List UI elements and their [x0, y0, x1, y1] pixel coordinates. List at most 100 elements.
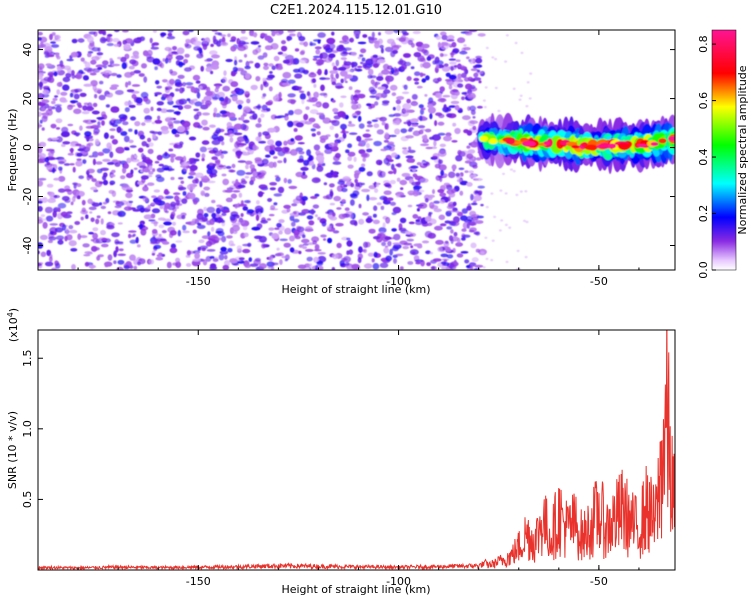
- heatmap-noise-cell: [151, 121, 156, 125]
- heatmap-noise-cell: [524, 190, 528, 193]
- heatmap-noise-cell: [321, 221, 327, 227]
- heatmap-noise-cell: [50, 41, 56, 44]
- heatmap-noise-cell: [110, 84, 119, 88]
- heatmap-noise-cell: [446, 226, 453, 230]
- heatmap-noise-cell: [221, 212, 227, 216]
- heatmap-noise-cell: [284, 227, 292, 235]
- heatmap-noise-cell: [183, 59, 189, 64]
- heatmap-noise-cell: [191, 218, 199, 223]
- heatmap-noise-cell: [170, 176, 175, 181]
- heatmap-noise-cell: [310, 196, 318, 199]
- colorbar: 0.00.20.40.60.8 Normalized spectral ampl…: [697, 29, 749, 279]
- heatmap-noise-cell: [265, 101, 273, 106]
- heatmap-noise-cell: [312, 240, 318, 245]
- heatmap-noise-cell: [346, 240, 353, 247]
- heatmap-noise-cell: [73, 93, 80, 100]
- heatmap-noise-cell: [459, 190, 464, 196]
- heatmap-noise-cell: [166, 261, 172, 269]
- heatmap-noise-cell: [165, 57, 169, 64]
- heatmap-noise-cell: [178, 177, 184, 180]
- heatmap-noise-cell: [354, 172, 359, 179]
- snr-y-multiplier: (x104): [6, 308, 20, 342]
- heatmap-noise-cell: [473, 72, 479, 78]
- heatmap-noise-cell: [415, 41, 424, 47]
- heatmap-noise-cell: [216, 91, 225, 99]
- heatmap-noise-cell: [265, 154, 271, 158]
- heatmap-noise-cell: [455, 59, 461, 62]
- heatmap-noise-cell: [283, 242, 291, 248]
- heatmap-noise-cell: [209, 256, 215, 259]
- heatmap-noise-cell: [127, 81, 132, 86]
- heatmap-noise-cell: [172, 46, 177, 51]
- heatmap-noise-cell: [224, 254, 228, 260]
- heatmap-noise-cell: [118, 212, 122, 217]
- heatmap-noise-cell: [423, 49, 429, 56]
- heatmap-noise-cell: [341, 128, 346, 134]
- heatmap-noise-cell: [152, 30, 157, 33]
- heatmap-noise-cell: [254, 205, 263, 213]
- heatmap-noise-cell: [279, 238, 288, 242]
- heatmap-noise-cell: [467, 149, 476, 154]
- heatmap-noise-cell: [143, 76, 148, 83]
- heatmap-noise-cell: [165, 210, 169, 214]
- heatmap-noise-cell: [340, 95, 347, 99]
- heatmap-noise-cell: [410, 160, 415, 163]
- heatmap-noise-cell: [466, 215, 473, 222]
- heatmap-noise-cell: [276, 247, 280, 251]
- heatmap-noise-cell: [44, 157, 50, 163]
- heatmap-noise-cell: [299, 93, 306, 100]
- heatmap-noise-cell: [446, 79, 455, 86]
- heatmap-noise-cell: [173, 192, 181, 196]
- heatmap-noise-cell: [367, 252, 375, 257]
- heatmap-noise-cell: [383, 157, 390, 165]
- heatmap-noise-cell: [314, 46, 322, 50]
- heatmap-noise-cell: [440, 170, 445, 176]
- heatmap-noise-cell: [276, 222, 282, 228]
- heatmap-noise-cell: [336, 242, 342, 249]
- heatmap-signal-cell: [617, 142, 630, 148]
- heatmap-noise-cell: [188, 30, 194, 33]
- heatmap-noise-cell: [393, 167, 397, 175]
- heatmap-noise-cell: [396, 163, 402, 168]
- heatmap-noise-cell: [466, 130, 473, 136]
- heatmap-noise-cell: [384, 245, 389, 248]
- heatmap-noise-cell: [46, 148, 55, 152]
- heatmap-noise-cell: [372, 263, 380, 270]
- heatmap-noise-cell: [141, 141, 148, 147]
- heatmap-noise-cell: [426, 222, 433, 227]
- heatmap-noise-cell: [91, 178, 97, 183]
- heatmap-noise-cell: [320, 234, 327, 238]
- heatmap-noise-cell: [500, 219, 504, 222]
- heatmap-noise-cell: [157, 115, 161, 121]
- heatmap-noise-cell: [354, 89, 361, 93]
- heatmap-noise-cell: [126, 157, 132, 164]
- heatmap-noise-cell: [414, 71, 421, 76]
- heatmap-noise-cell: [190, 86, 196, 93]
- heatmap-noise-cell: [55, 127, 61, 130]
- heatmap-noise-cell: [301, 99, 305, 105]
- heatmap-noise-cell: [334, 140, 338, 148]
- heatmap-noise-cell: [267, 74, 275, 79]
- heatmap-noise-cell: [407, 261, 414, 265]
- heatmap-noise-cell: [52, 208, 59, 213]
- heatmap-noise-cell: [337, 180, 346, 185]
- heatmap-noise-cell: [230, 193, 237, 199]
- heatmap-noise-cell: [350, 100, 355, 105]
- heatmap-noise-cell: [446, 113, 453, 118]
- heatmap-noise-cell: [347, 151, 356, 157]
- heatmap-noise-cell: [95, 125, 101, 128]
- heatmap-noise-cell: [451, 41, 457, 48]
- heatmap-noise-cell: [61, 224, 67, 231]
- heatmap-noise-cell: [234, 87, 241, 92]
- heatmap-noise-cell: [427, 104, 434, 109]
- heatmap-noise-cell: [364, 65, 371, 70]
- heatmap-noise-cell: [293, 128, 298, 132]
- heatmap-noise-cell: [426, 56, 432, 61]
- heatmap-noise-cell: [302, 243, 309, 246]
- heatmap-noise-cell: [472, 125, 477, 131]
- heatmap-noise-cell: [111, 63, 121, 67]
- y-tick-label: 0.5: [21, 491, 34, 509]
- heatmap-noise-cell: [65, 72, 72, 78]
- heatmap-noise-cell: [193, 108, 200, 112]
- heatmap-noise-cell: [258, 263, 267, 269]
